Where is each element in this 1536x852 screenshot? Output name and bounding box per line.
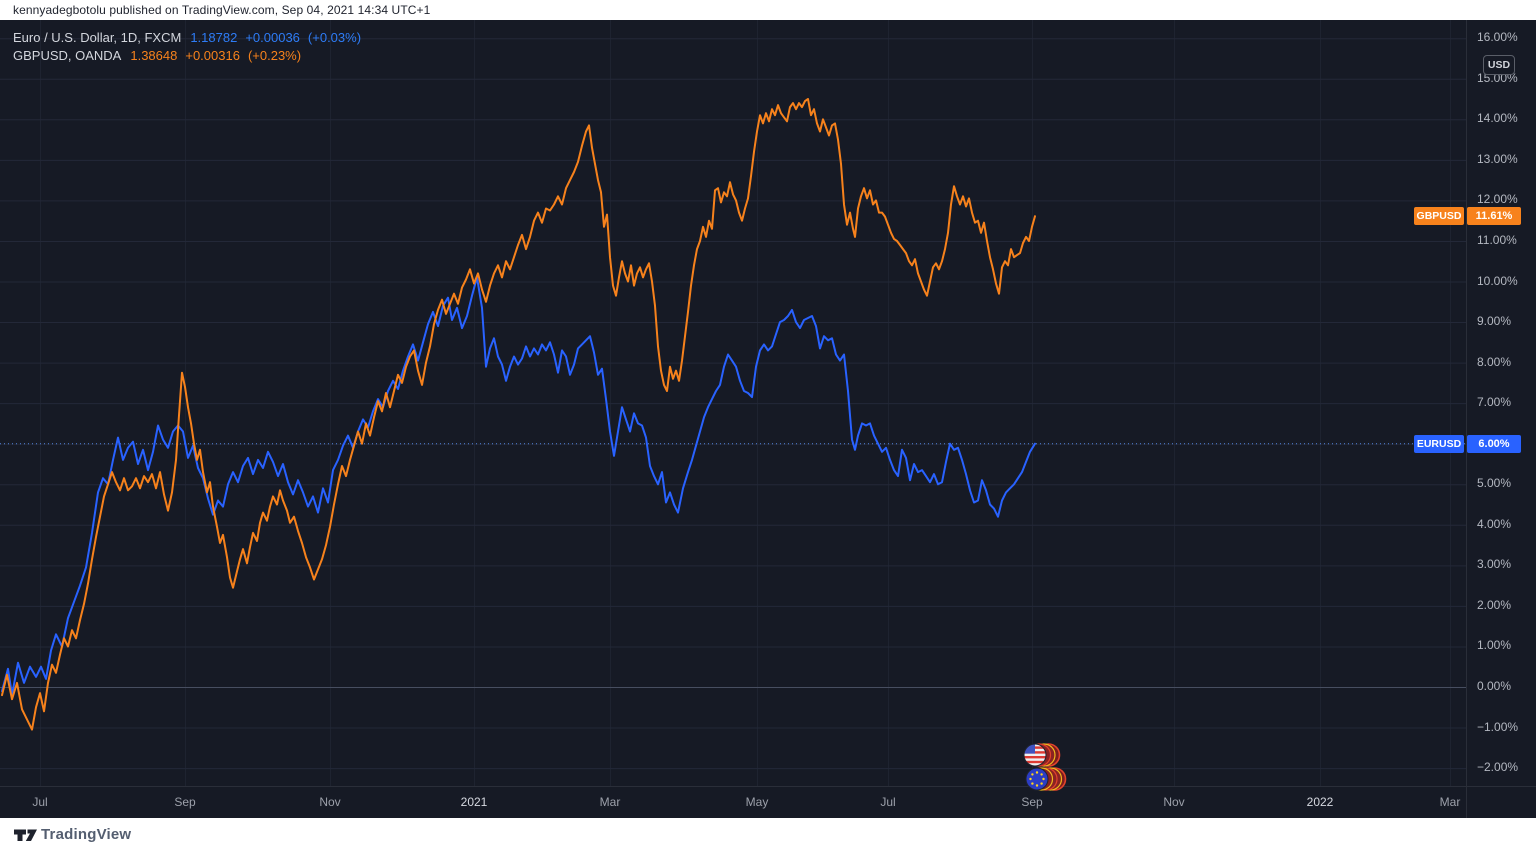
legend-compare-change-pct: (+0.23%): [247, 48, 302, 63]
legend-main-title[interactable]: Euro / U.S. Dollar, 1D, FXCM: [13, 30, 182, 45]
gbpusd-line: [1, 98, 1036, 731]
price-tick-label: 11.00%: [1477, 232, 1517, 247]
time-tick-label: Jul: [32, 795, 48, 809]
price-tick-label: 10.00%: [1477, 273, 1518, 288]
price-tick-label: 0.00%: [1477, 679, 1512, 693]
price-tick-label: −1.00%: [1477, 719, 1519, 734]
attribution-text: kennyadegbotolu published on TradingView…: [13, 3, 431, 17]
price-tick-label: 12.00%: [1477, 192, 1518, 207]
tradingview-logo-text[interactable]: TradingView: [41, 826, 132, 843]
eur-coin-icon: [1025, 767, 1067, 791]
time-tick-label: 2022: [1306, 795, 1334, 809]
time-tick-label: Sep: [1021, 795, 1043, 809]
eurusd-price-badge: EURUSD 6.00%: [1414, 434, 1521, 453]
price-tick-label: 7.00%: [1477, 395, 1512, 410]
legend-main-price: 1.18782: [190, 30, 238, 45]
time-tick-label: Mar: [599, 795, 621, 809]
time-tick-label: May: [745, 795, 769, 809]
price-tick-label: 4.00%: [1477, 516, 1512, 531]
legend-compare-price: 1.38648: [130, 48, 178, 63]
legend-compare-title[interactable]: GBPUSD, OANDA: [13, 48, 122, 63]
eurusd-badge-value: 6.00%: [1467, 434, 1521, 453]
price-tick-label: 8.00%: [1477, 354, 1512, 369]
price-tick-label: 2.00%: [1477, 597, 1512, 612]
eurusd-badge-symbol: EURUSD: [1414, 434, 1464, 453]
legend-compare-change: +0.00316: [185, 48, 240, 63]
time-axis[interactable]: Jul Sep Nov 2021 Mar May Jul Sep Nov 2022 Mar: [0, 786, 1536, 818]
legend-row-gbpusd[interactable]: GBPUSD, OANDA 1.38648 +0.00316 (+0.23%): [13, 47, 369, 64]
price-tick-label: 13.00%: [1477, 151, 1518, 166]
legend: Euro / U.S. Dollar, 1D, FXCM 1.18782 +0.00…: [13, 29, 369, 65]
footer-bar: TradingView: [0, 818, 1536, 852]
time-tick-label: Sep: [174, 795, 196, 809]
time-tick-label: Nov: [319, 795, 341, 809]
chart-area[interactable]: Euro / U.S. Dollar, 1D, FXCM 1.18782 +0.00…: [0, 20, 1536, 818]
price-tick-label: 9.00%: [1477, 314, 1512, 329]
price-tick-label: 3.00%: [1477, 557, 1512, 572]
legend-main-change: +0.00036: [245, 30, 300, 45]
time-tick-label: 2021: [460, 795, 488, 809]
tradingview-logo-icon[interactable]: [14, 827, 38, 843]
plot-svg[interactable]: [0, 20, 1466, 786]
gbpusd-badge-symbol: GBPUSD: [1414, 207, 1464, 226]
time-tick-label: Nov: [1163, 795, 1185, 809]
price-tick-label: 14.00%: [1477, 111, 1518, 126]
gbpusd-badge-value: 11.61%: [1467, 207, 1521, 226]
price-axis[interactable]: USD 16.00% 15.00% 14.00% 13.00% 12.00% 11.00%…: [1466, 20, 1536, 818]
legend-row-eurusd[interactable]: Euro / U.S. Dollar, 1D, FXCM 1.18782 +0.00…: [13, 29, 369, 46]
price-tick-label: 5.00%: [1477, 476, 1512, 491]
pair-flag-icons: [1023, 743, 1067, 791]
gbpusd-price-badge: GBPUSD 11.61%: [1414, 207, 1521, 226]
usd-coin-icon: [1023, 743, 1061, 767]
currency-unit-button[interactable]: USD: [1483, 55, 1515, 75]
price-tick-label: 1.00%: [1477, 638, 1512, 653]
time-tick-label: Mar: [1439, 795, 1461, 809]
time-tick-label: Jul: [880, 795, 896, 809]
price-tick-label: 16.00%: [1477, 30, 1518, 45]
attribution-bar: kennyadegbotolu published on TradingView…: [0, 0, 1536, 20]
legend-main-change-pct: (+0.03%): [307, 30, 362, 45]
price-tick-label: −2.00%: [1477, 760, 1519, 775]
